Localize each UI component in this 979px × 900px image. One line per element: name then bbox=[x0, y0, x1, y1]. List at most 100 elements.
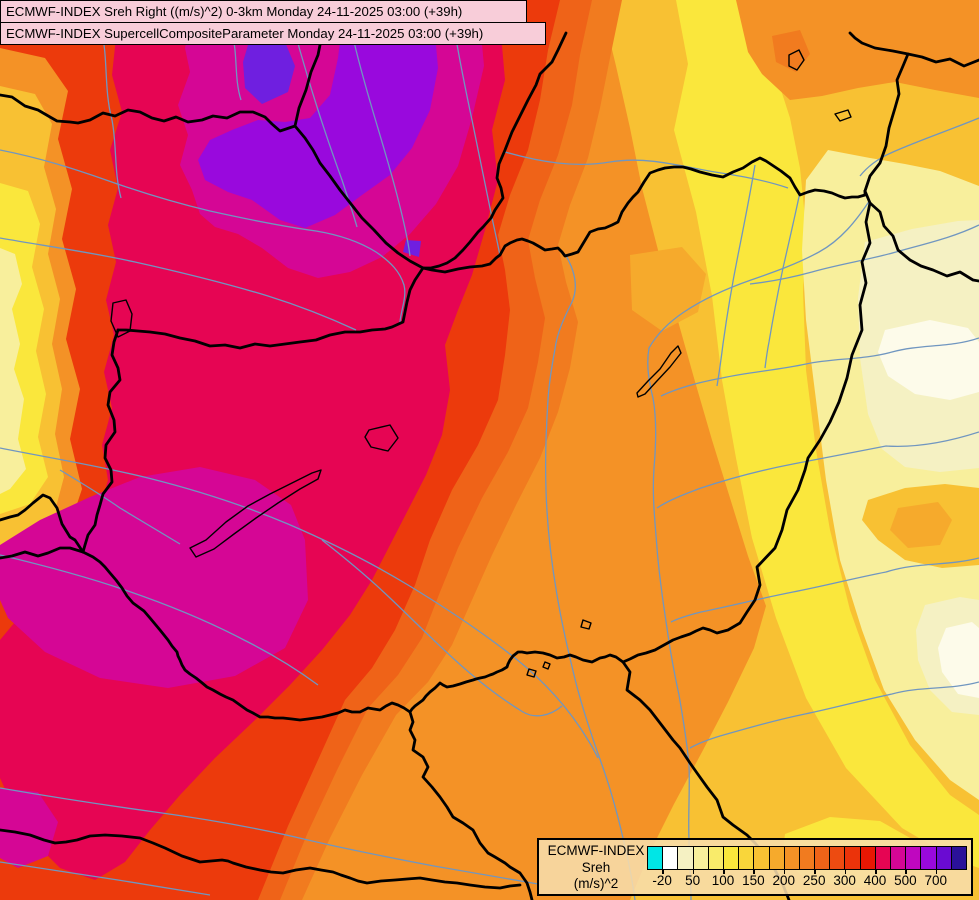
legend-swatch bbox=[951, 847, 966, 869]
legend-tick-label: 100 bbox=[711, 873, 735, 888]
legend-swatch bbox=[754, 847, 770, 869]
legend-tick-label: 200 bbox=[772, 873, 796, 888]
country-border bbox=[81, 550, 412, 722]
legend-tick-label: 400 bbox=[863, 873, 887, 888]
legend-swatch bbox=[799, 847, 816, 869]
legend-box: ECMWF-INDEX Sreh (m/s)^2 -20 50 100 150 200 2… bbox=[537, 838, 973, 896]
legend-tick-label: 250 bbox=[802, 873, 826, 888]
legend-tick bbox=[783, 869, 786, 874]
river bbox=[660, 337, 979, 397]
river bbox=[656, 431, 979, 509]
legend-label: ECMWF-INDEX Sreh (m/s)^2 bbox=[545, 843, 647, 893]
legend-swatch bbox=[678, 847, 694, 869]
sreh-region-near-white-lower bbox=[938, 622, 979, 698]
legend-tick bbox=[875, 869, 877, 874]
lake-outline-tisza bbox=[636, 345, 682, 398]
legend-tick-label: 300 bbox=[833, 873, 856, 888]
country-border bbox=[116, 266, 425, 350]
legend-swatch bbox=[906, 847, 922, 869]
legend-swatch bbox=[693, 847, 709, 869]
lake-outline-small bbox=[834, 109, 852, 122]
lake-outline-balaton bbox=[189, 469, 322, 558]
country-border bbox=[408, 710, 534, 900]
sreh-region-purple bbox=[198, 0, 438, 228]
country-border bbox=[0, 93, 297, 133]
country-border bbox=[0, 546, 85, 560]
river bbox=[0, 149, 406, 323]
sreh-region-violet-dot bbox=[403, 240, 421, 257]
river bbox=[101, 32, 122, 199]
country-border bbox=[863, 189, 979, 283]
legend-swatch bbox=[663, 847, 679, 869]
country-border bbox=[408, 650, 625, 714]
sreh-region-left-column-pale bbox=[0, 248, 26, 494]
river bbox=[321, 539, 563, 717]
river bbox=[647, 199, 871, 900]
legend-colorbar bbox=[647, 846, 967, 870]
rivers bbox=[0, 32, 979, 900]
legend-product-name: ECMWF-INDEX bbox=[547, 843, 645, 858]
sreh-region-violet bbox=[243, 42, 295, 104]
legend-swatch bbox=[921, 847, 937, 869]
legend-swatch bbox=[723, 847, 740, 869]
legend-tick-label: 150 bbox=[742, 873, 765, 888]
legend-tick bbox=[935, 869, 938, 874]
country-border bbox=[421, 31, 568, 270]
river bbox=[59, 469, 181, 545]
river bbox=[0, 554, 319, 686]
title-bar-sreh: ECMWF-INDEX Sreh Right ((m/s)^2) 0-3km M… bbox=[0, 0, 527, 23]
river bbox=[859, 117, 979, 177]
legend-tick-label: 700 bbox=[924, 873, 948, 888]
country-border bbox=[293, 124, 425, 270]
country-border bbox=[0, 828, 522, 890]
legend-swatch bbox=[860, 847, 876, 869]
country-border bbox=[863, 52, 910, 193]
river bbox=[670, 557, 979, 623]
legend-swatch bbox=[845, 847, 861, 869]
legend-swatch bbox=[875, 847, 891, 869]
title-text-line1: ECMWF-INDEX Sreh Right ((m/s)^2) 0-3km M… bbox=[6, 4, 463, 19]
lake-outline-small bbox=[526, 668, 537, 678]
sreh-region-orange-top-strip bbox=[736, 0, 979, 100]
legend-tick bbox=[692, 869, 695, 874]
legend-tick-label: 50 bbox=[685, 873, 701, 888]
legend-tick bbox=[662, 869, 664, 874]
country-border bbox=[848, 31, 979, 68]
river bbox=[0, 787, 539, 885]
legend-swatch bbox=[784, 847, 800, 869]
country-border bbox=[421, 156, 867, 274]
lake-outline-small bbox=[580, 619, 592, 630]
title-bar-supercell: ECMWF-INDEX SupercellCompositeParameter … bbox=[0, 22, 546, 45]
legend-swatch bbox=[708, 847, 724, 869]
country-border bbox=[81, 328, 122, 554]
legend-tick bbox=[753, 869, 755, 874]
legend-swatch bbox=[891, 847, 907, 869]
legend-tick-label: 500 bbox=[894, 873, 917, 888]
legend-swatch bbox=[830, 847, 846, 869]
legend-swatch bbox=[648, 847, 664, 869]
country-border bbox=[0, 493, 85, 554]
river bbox=[504, 151, 789, 189]
sreh-region-near-white bbox=[878, 320, 979, 400]
river bbox=[0, 447, 599, 759]
lake-outline-small bbox=[542, 661, 551, 670]
legend-swatch bbox=[936, 847, 952, 869]
sreh-region-magenta-bottomleft bbox=[0, 788, 58, 868]
legend-swatch bbox=[815, 847, 831, 869]
sreh-region-orange-spot-right bbox=[890, 502, 952, 548]
sreh-region-yellow bbox=[674, 0, 979, 868]
river bbox=[454, 32, 501, 257]
legend-parameter-name: Sreh bbox=[581, 859, 611, 875]
legend-swatch bbox=[739, 847, 755, 869]
legend-tick bbox=[814, 869, 816, 874]
sreh-region-dark-orange-spot-top bbox=[772, 30, 810, 72]
legend-tick bbox=[844, 869, 847, 874]
country-borders bbox=[0, 31, 979, 900]
legend-tick-label: -20 bbox=[652, 873, 672, 888]
river bbox=[544, 253, 636, 900]
lake-outline-small bbox=[788, 49, 805, 71]
river bbox=[764, 191, 801, 369]
river bbox=[0, 237, 357, 331]
lake-outline-velence bbox=[364, 424, 399, 452]
